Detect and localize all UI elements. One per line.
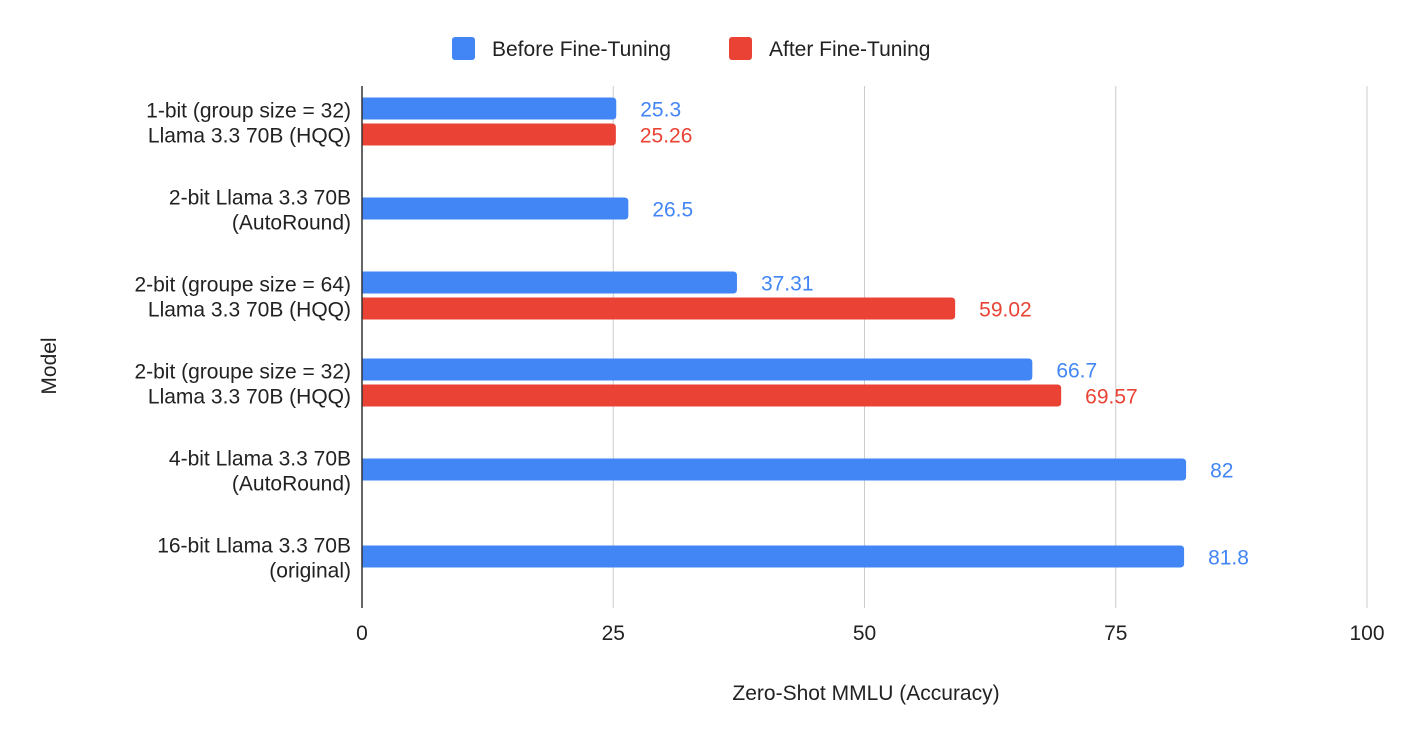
y-tick-label: 2-bit Llama 3.3 70B: [169, 187, 351, 210]
x-tick-label: 0: [356, 622, 368, 645]
x-tick-label: 75: [1104, 622, 1127, 645]
bar-before: [362, 458, 1187, 481]
bar-after: [362, 384, 1062, 407]
y-tick-label: 16-bit Llama 3.3 70B: [157, 535, 351, 558]
x-axis-title: Zero-Shot MMLU (Accuracy): [732, 682, 999, 705]
bar-before: [362, 545, 1185, 568]
data-label: 59.02: [979, 299, 1032, 322]
y-tick-label: (AutoRound): [232, 473, 351, 496]
bar-before: [362, 197, 629, 220]
y-tick-label: 2-bit (groupe size = 32): [134, 361, 351, 384]
y-tick-label: 4-bit Llama 3.3 70B: [169, 448, 351, 471]
legend-label: After Fine-Tuning: [769, 38, 930, 61]
bar-before: [362, 97, 617, 120]
data-label: 66.7: [1056, 360, 1097, 383]
x-tick-label: 25: [602, 622, 625, 645]
data-label: 25.3: [640, 99, 681, 122]
bar-before: [362, 271, 737, 294]
data-label: 82: [1210, 460, 1233, 483]
bar-after: [362, 297, 956, 320]
bar-after: [362, 123, 616, 146]
data-label: 37.31: [761, 273, 814, 296]
y-tick-label: (original): [269, 560, 351, 583]
data-label: 25.26: [640, 125, 693, 148]
x-tick-label: 50: [853, 622, 876, 645]
y-tick-label: Llama 3.3 70B (HQQ): [148, 386, 351, 409]
y-tick-label: 1-bit (group size = 32): [146, 100, 351, 123]
legend-swatch: [452, 37, 475, 60]
y-tick-label: Llama 3.3 70B (HQQ): [148, 299, 351, 322]
legend-swatch: [729, 37, 752, 60]
y-axis-title: Model: [38, 337, 61, 394]
bar-before: [362, 358, 1033, 381]
x-tick-label: 100: [1349, 622, 1384, 645]
legend-label: Before Fine-Tuning: [492, 38, 671, 61]
y-tick-label: 2-bit (groupe size = 64): [134, 274, 351, 297]
data-label: 81.8: [1208, 547, 1249, 570]
data-label: 69.57: [1085, 386, 1138, 409]
y-tick-label: Llama 3.3 70B (HQQ): [148, 125, 351, 148]
y-tick-label: (AutoRound): [232, 212, 351, 235]
data-label: 26.5: [652, 199, 693, 222]
